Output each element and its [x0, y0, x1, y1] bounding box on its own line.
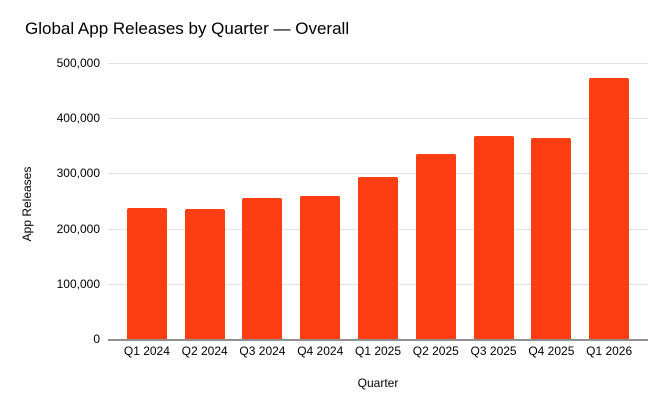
x-axis-tick-labels: Q1 2024 Q2 2024 Q3 2024 Q4 2024 Q1 2025 Q2 20… [108, 344, 648, 358]
x-tick-label: Q3 2025 [470, 344, 517, 358]
bar-slot [349, 63, 407, 339]
y-tick-label: 400,000 [56, 111, 100, 126]
chart-title: Global App Releases by Quarter — Overall [25, 19, 350, 38]
bar-slot [118, 63, 176, 339]
bar-q1-2024 [126, 207, 167, 339]
y-tick-label: 0 [93, 332, 100, 346]
x-tick-label: Q4 2024 [297, 344, 344, 358]
bar-q3-2025 [473, 135, 514, 339]
bar-slot [291, 63, 349, 339]
bar-slot [234, 63, 292, 339]
x-axis-title: Quarter [357, 376, 399, 390]
bar-q4-2024 [300, 196, 341, 339]
gridline [108, 63, 648, 64]
y-tick-label: 300,000 [56, 166, 100, 181]
y-tick-label: 100,000 [56, 276, 100, 291]
x-tick-label: Q1 2024 [123, 344, 170, 358]
bar-q3-2024 [242, 197, 283, 339]
bar-slot [522, 63, 580, 339]
y-tick-label: 200,000 [56, 221, 100, 236]
bar-q2-2024 [184, 209, 225, 339]
bar-slot [407, 63, 465, 339]
x-tick-label: Q1 2025 [354, 344, 402, 358]
x-tick-label: Q4 2025 [528, 344, 575, 358]
bar-slot [176, 63, 234, 339]
bar-slot [465, 63, 523, 339]
plot-area [108, 63, 648, 341]
y-axis-tick-labels: 0 100,000 200,000 300,000 400,000 500,000 [0, 56, 100, 346]
x-tick-label: Q2 2024 [181, 344, 228, 358]
x-tick-label: Q2 2025 [412, 344, 459, 358]
x-tick-label: Q1 2026 [586, 344, 633, 358]
y-tick-label: 500,000 [56, 56, 100, 70]
gridline [108, 173, 648, 175]
bar-q1-2026 [589, 78, 630, 339]
bar-q2-2025 [415, 154, 456, 339]
bars-row [118, 63, 638, 339]
gridline [108, 118, 648, 120]
bar-q1-2025 [358, 176, 399, 339]
bar-slot [580, 63, 638, 339]
x-tick-label: Q3 2024 [239, 344, 286, 358]
bar-q4-2025 [531, 138, 572, 339]
